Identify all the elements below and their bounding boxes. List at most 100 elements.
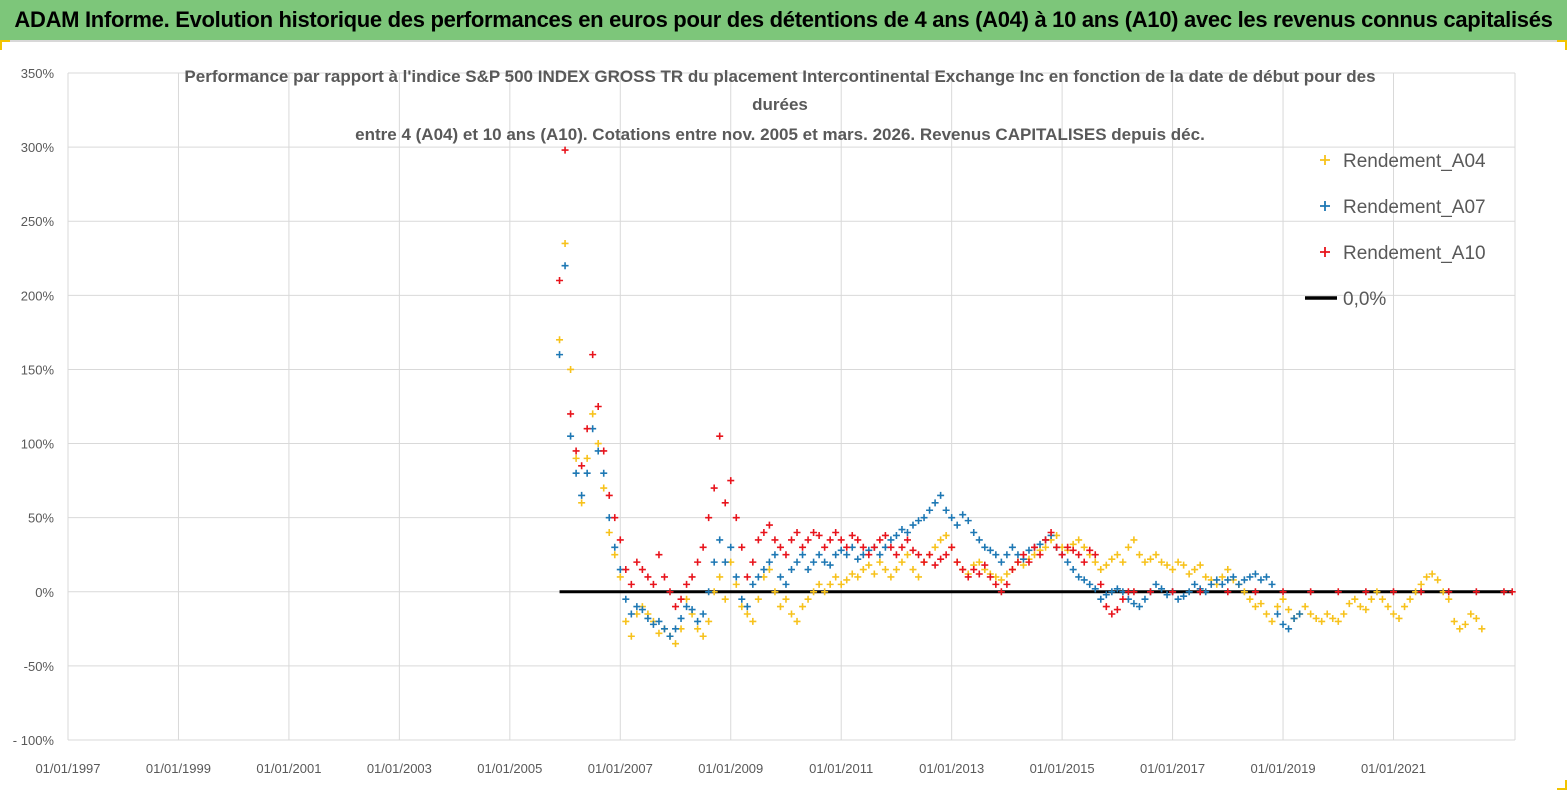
data-point xyxy=(887,536,895,544)
data-point xyxy=(876,551,884,559)
data-point xyxy=(1174,595,1182,603)
data-point xyxy=(1356,603,1364,611)
data-point xyxy=(1091,558,1099,566)
data-point xyxy=(1146,555,1154,563)
data-point xyxy=(572,447,580,455)
data-point xyxy=(727,477,735,485)
data-point xyxy=(1047,528,1055,536)
series-rendement-a04 xyxy=(556,239,1486,648)
data-point xyxy=(915,573,923,581)
data-point xyxy=(1146,588,1154,596)
data-point xyxy=(1185,588,1193,596)
data-point xyxy=(1097,566,1105,574)
data-point xyxy=(981,561,989,569)
y-tick-label: 0% xyxy=(35,585,54,600)
data-point xyxy=(986,546,994,554)
data-point xyxy=(870,570,878,578)
x-tick-label: 01/01/2011 xyxy=(809,761,873,776)
data-point xyxy=(903,528,911,536)
data-point xyxy=(1069,566,1077,574)
data-point xyxy=(672,625,680,633)
data-point xyxy=(804,566,812,574)
data-point xyxy=(1274,610,1282,618)
x-tick-label: 01/01/2015 xyxy=(1030,761,1095,776)
data-point xyxy=(666,632,674,640)
data-point xyxy=(1135,603,1143,611)
data-point xyxy=(578,491,586,499)
data-point xyxy=(649,580,657,588)
data-point xyxy=(1075,536,1083,544)
data-point xyxy=(760,528,768,536)
data-point xyxy=(660,573,668,581)
data-point xyxy=(909,566,917,574)
data-point xyxy=(556,351,564,359)
data-point xyxy=(1224,588,1232,596)
data-point xyxy=(1390,610,1397,618)
data-point xyxy=(837,580,845,588)
data-point xyxy=(1130,536,1138,544)
data-point xyxy=(699,610,707,618)
data-point xyxy=(727,543,735,551)
data-point xyxy=(1091,585,1099,593)
data-point xyxy=(848,531,856,539)
data-point xyxy=(721,499,729,507)
data-point xyxy=(1301,603,1309,611)
data-point xyxy=(749,617,757,625)
data-point xyxy=(964,573,972,581)
data-point xyxy=(970,528,978,536)
data-point xyxy=(1279,620,1287,628)
data-point xyxy=(732,580,740,588)
data-point xyxy=(1080,543,1088,551)
data-point xyxy=(1224,566,1232,574)
data-point xyxy=(975,536,983,544)
data-point xyxy=(1196,561,1204,569)
data-point xyxy=(627,580,635,588)
data-point xyxy=(1351,595,1359,603)
data-point xyxy=(975,558,983,566)
data-point xyxy=(1036,540,1044,548)
data-point xyxy=(1323,610,1331,618)
data-point xyxy=(1019,561,1027,569)
data-point xyxy=(1450,617,1458,625)
data-point xyxy=(782,580,790,588)
data-point xyxy=(881,531,889,539)
legend-marker xyxy=(1320,201,1330,211)
data-point xyxy=(589,351,597,359)
data-point xyxy=(843,576,851,584)
data-point xyxy=(771,551,779,559)
data-point xyxy=(898,543,906,551)
data-point xyxy=(975,570,983,578)
data-point xyxy=(716,432,724,440)
data-point xyxy=(589,410,597,418)
data-point xyxy=(1080,576,1088,584)
series xyxy=(556,146,1516,648)
data-point xyxy=(1036,551,1044,559)
data-point xyxy=(1390,588,1397,596)
data-point xyxy=(633,603,641,611)
data-point xyxy=(1251,588,1259,596)
data-point xyxy=(1003,570,1011,578)
data-point xyxy=(854,573,862,581)
data-point xyxy=(799,543,807,551)
data-point xyxy=(1163,591,1171,599)
data-point xyxy=(815,531,823,539)
data-point xyxy=(1174,558,1182,566)
data-point xyxy=(1086,546,1094,554)
data-point xyxy=(1472,588,1480,596)
data-point xyxy=(1119,558,1127,566)
data-point xyxy=(1478,625,1486,633)
data-point xyxy=(892,551,900,559)
data-point xyxy=(876,558,884,566)
data-point xyxy=(1091,551,1099,559)
data-point xyxy=(810,528,818,536)
data-point xyxy=(765,558,773,566)
data-point xyxy=(600,484,608,492)
data-point xyxy=(1152,580,1160,588)
data-point xyxy=(964,517,972,525)
data-point xyxy=(732,573,740,581)
data-point xyxy=(655,551,663,559)
legend-label: Rendement_A10 xyxy=(1343,243,1486,264)
data-point xyxy=(821,588,829,596)
data-point xyxy=(799,603,807,611)
data-point xyxy=(594,403,602,410)
